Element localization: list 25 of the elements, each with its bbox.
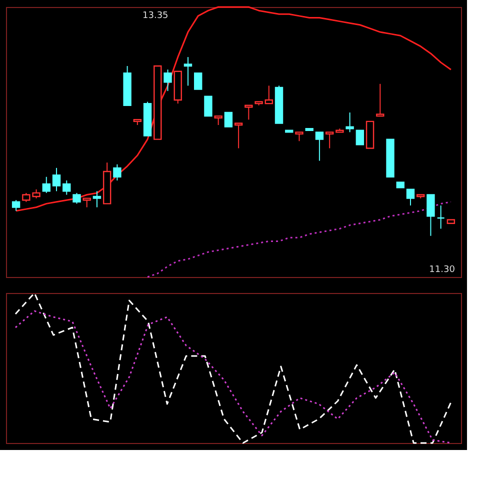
candlestick [264,85,273,104]
candlestick [72,192,81,204]
candlestick [92,190,102,208]
candlestick [234,122,243,149]
candlestick [406,188,415,206]
candlestick [184,56,192,86]
candlestick [113,164,122,181]
candlestick [315,132,324,162]
candlestick [224,112,233,128]
candlestick [52,167,61,192]
candlestick [356,130,364,146]
candlestick [62,180,71,196]
candlestick [12,200,20,212]
candlestick [346,112,354,133]
candlestick [325,132,334,149]
text: 11.30 [429,265,456,275]
candlestick [42,176,50,194]
candlestick [436,204,445,230]
candlestick [194,72,202,90]
candlestick [244,104,253,120]
candlestick [376,83,384,117]
candlestick [164,69,172,92]
candlestick [426,194,435,236]
candlestick [204,96,212,117]
text: 13.35 [142,11,168,21]
